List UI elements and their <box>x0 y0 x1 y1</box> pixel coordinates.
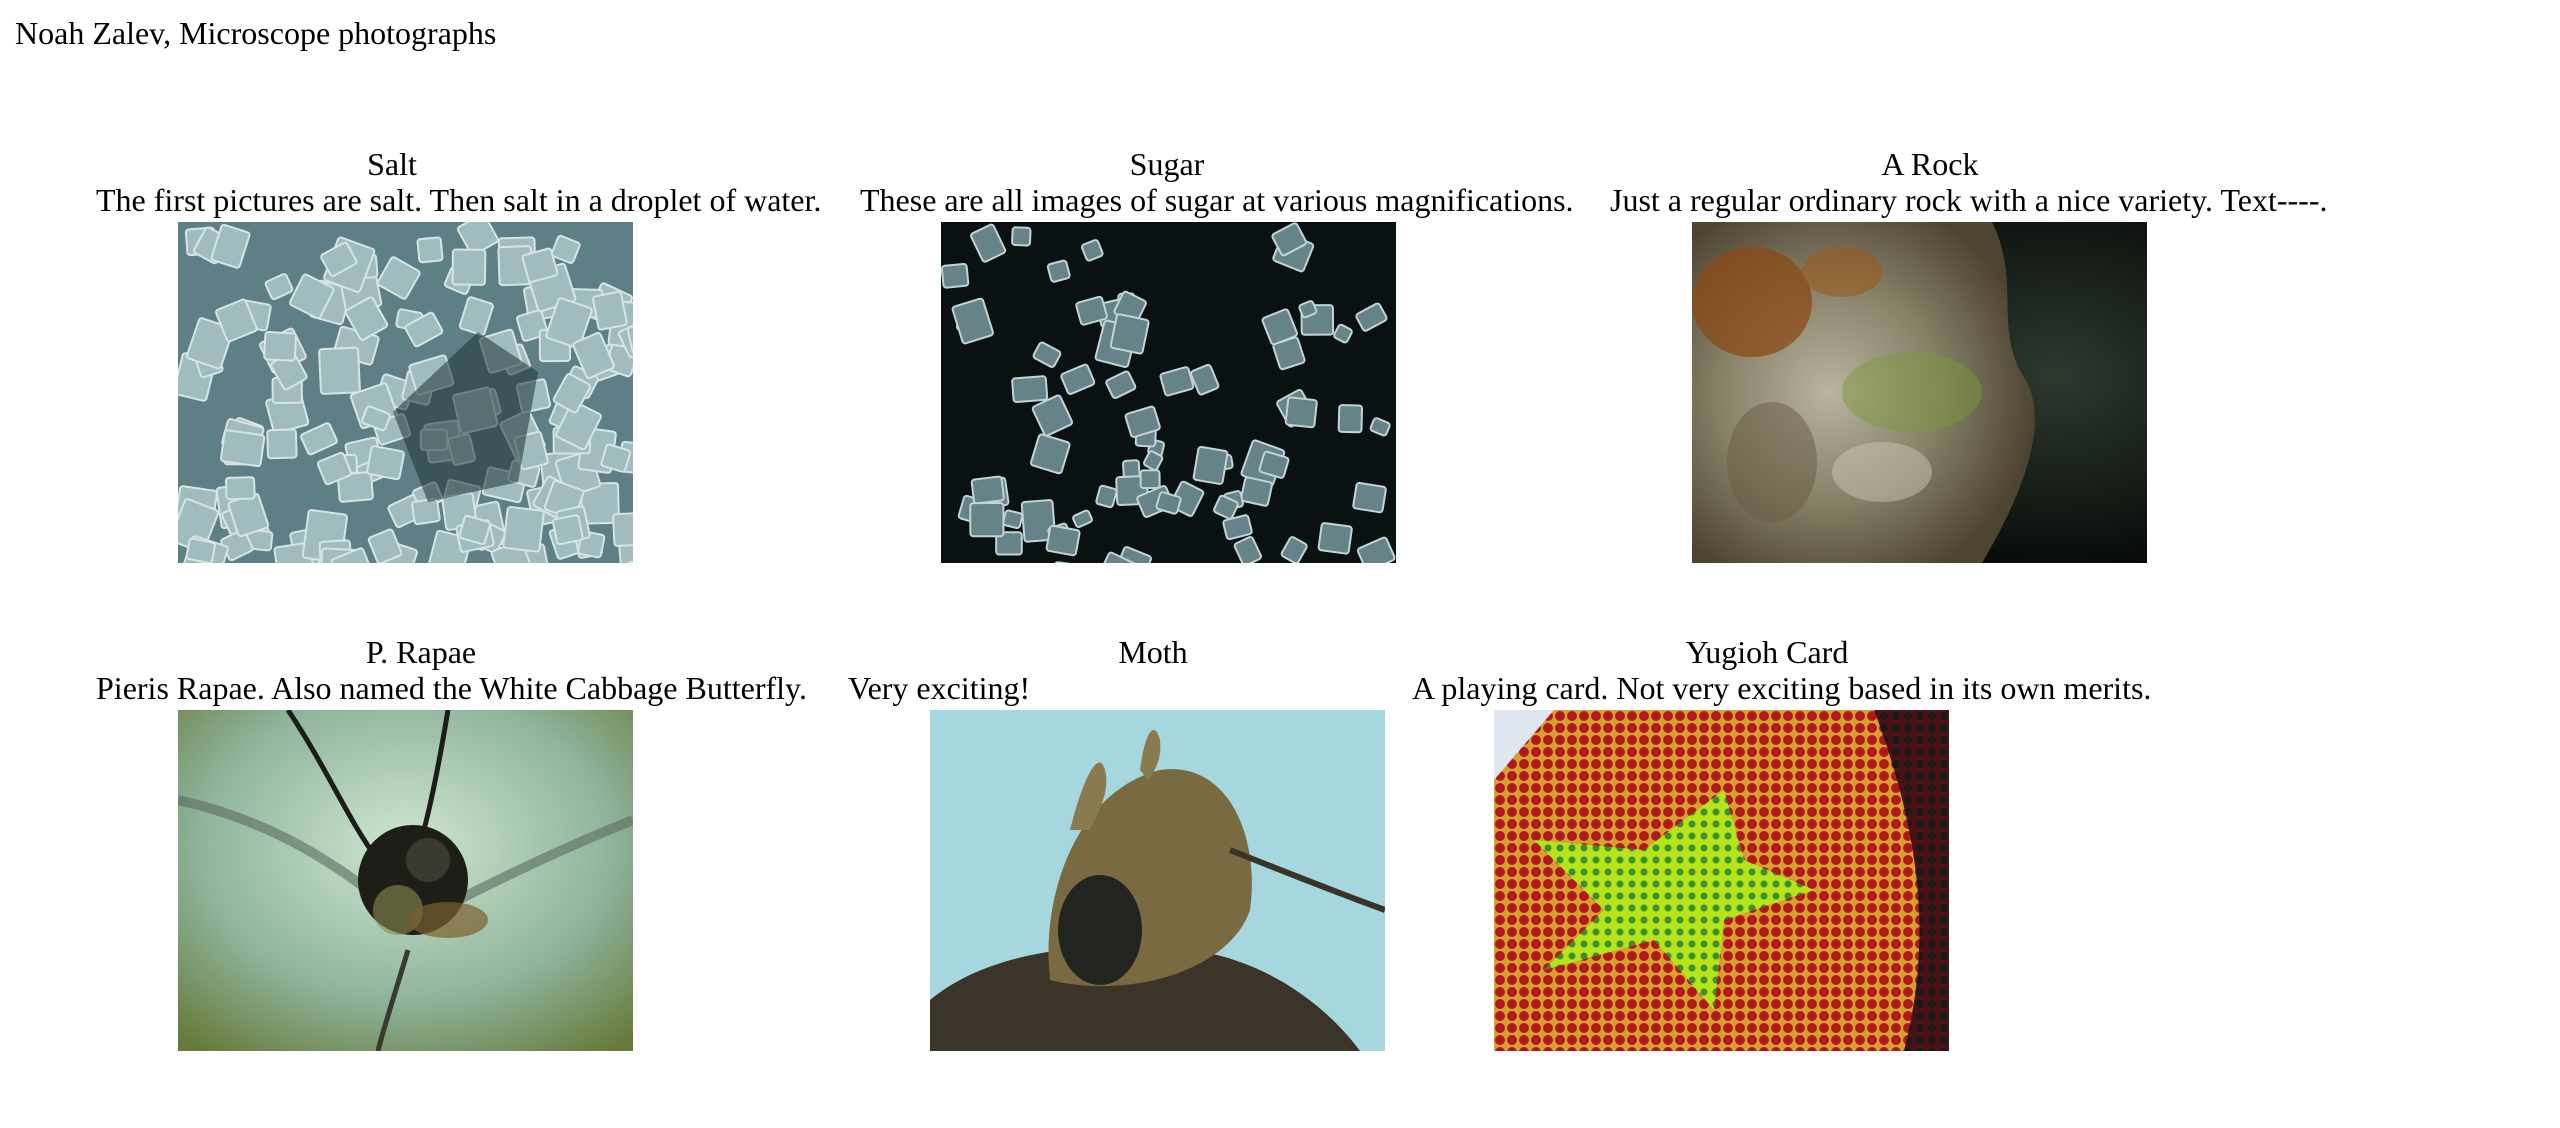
card-title: Sugar <box>1130 146 1205 182</box>
gallery-card-yugioh: Yugioh Card A playing card. Not very exc… <box>1412 628 2192 1128</box>
card-description: Pieris Rapae. Also named the White Cabba… <box>96 670 807 706</box>
card-title: Yugioh Card <box>1686 634 1849 670</box>
gallery-row: Salt The first pictures are salt. Then s… <box>0 140 2560 640</box>
rock-photo[interactable] <box>1692 222 2147 563</box>
card-description: Very exciting! <box>848 670 1030 706</box>
p-rapae-photo[interactable] <box>178 710 633 1051</box>
card-description: A playing card. Not very exciting based … <box>1412 670 2151 706</box>
gallery-card-rock: A Rock Just a regular ordinary rock with… <box>1610 140 2370 640</box>
card-title: Salt <box>367 146 417 182</box>
page-title: Noah Zalev, Microscope photographs <box>15 14 496 52</box>
card-title: P. Rapae <box>366 634 476 670</box>
yugioh-photo[interactable] <box>1494 710 1949 1051</box>
salt-photo[interactable] <box>178 222 633 563</box>
card-description: These are all images of sugar at various… <box>860 182 1574 218</box>
sugar-photo[interactable] <box>941 222 1396 563</box>
gallery-card-salt: Salt The first pictures are salt. Then s… <box>96 140 836 640</box>
gallery-row: P. Rapae Pieris Rapae. Also named the Wh… <box>0 628 2560 1128</box>
card-title: Moth <box>1118 634 1187 670</box>
gallery-card-sugar: Sugar These are all images of sugar at v… <box>860 140 1600 640</box>
moth-photo[interactable] <box>930 710 1385 1051</box>
card-title: A Rock <box>1882 146 1979 182</box>
gallery-card-p-rapae: P. Rapae Pieris Rapae. Also named the Wh… <box>96 628 836 1128</box>
card-description: Just a regular ordinary rock with a nice… <box>1610 182 2327 218</box>
card-description: The first pictures are salt. Then salt i… <box>96 182 821 218</box>
